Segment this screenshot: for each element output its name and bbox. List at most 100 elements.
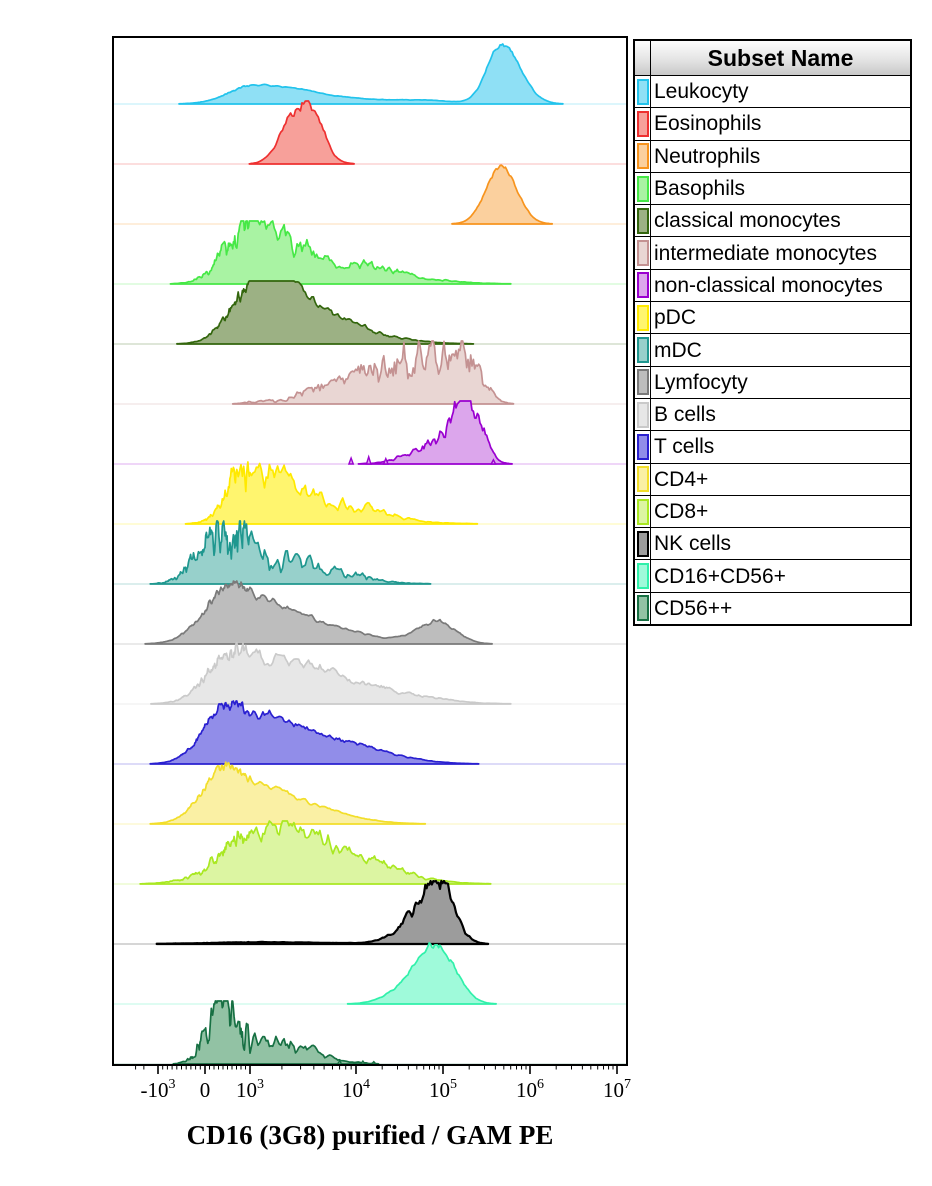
- legend-swatch-cell: [635, 205, 651, 237]
- legend-swatch-cell: [635, 108, 651, 140]
- legend-subset-label: Basophils: [654, 177, 746, 201]
- histogram-curve-mdc: [149, 520, 432, 585]
- x-axis-tick-label: -103: [141, 1077, 176, 1102]
- histogram-curve-classical-monocytes: [176, 280, 475, 345]
- legend-subset-label: Lymfocyty: [654, 370, 748, 394]
- histogram-spike: [382, 456, 390, 465]
- histogram-curve-nk-cells: [155, 879, 490, 946]
- legend-swatch-cell: [635, 398, 651, 431]
- legend-row-basophils[interactable]: Basophils: [635, 171, 910, 205]
- histogram-curve-t-cells: [149, 700, 480, 765]
- legend-row-leukocyty[interactable]: Leukocyty: [635, 76, 910, 108]
- legend-row-cd8-[interactable]: CD8+: [635, 494, 910, 528]
- legend-row-t-cells[interactable]: T cells: [635, 430, 910, 463]
- legend-row-intermediate-monocytes[interactable]: intermediate monocytes: [635, 236, 910, 269]
- histogram-curve-eosinophils: [248, 100, 355, 165]
- legend-subset-label: non-classical monocytes: [654, 273, 883, 297]
- legend-swatch-cell: [635, 334, 651, 366]
- legend-subset-label: CD8+: [654, 500, 709, 523]
- histogram-curve-cd8-: [139, 820, 492, 885]
- legend-subset-label: Neutrophils: [654, 144, 761, 168]
- legend-subset-label: pDC: [654, 306, 697, 330]
- legend-color-swatch: [636, 110, 649, 137]
- histogram-spike: [365, 454, 372, 465]
- legend-swatch-cell: [635, 237, 651, 269]
- legend-swatch-cell: [635, 528, 651, 560]
- legend-color-swatch: [636, 401, 649, 428]
- legend-row-lymfocyty[interactable]: Lymfocyty: [635, 365, 910, 398]
- legend-row-non-classical-monocytes[interactable]: non-classical monocytes: [635, 268, 910, 302]
- subset-legend: Subset Name Leukocyty Eosinophils Neutroph…: [633, 39, 912, 627]
- histogram-curve-cd4-: [149, 761, 427, 825]
- histogram-spike: [359, 1059, 367, 1065]
- x-axis-tick-label: 106: [516, 1077, 544, 1102]
- x-axis-tick-label: 105: [429, 1077, 457, 1102]
- legend-color-swatch: [636, 433, 649, 460]
- histogram-curve-cd56-: [172, 1000, 380, 1065]
- histogram-curve-basophils: [169, 220, 512, 285]
- legend-swatch-cell: [635, 366, 651, 398]
- legend-color-swatch: [636, 272, 649, 299]
- legend-subset-label: CD16+CD56+: [654, 564, 786, 588]
- x-axis-tick-label: 103: [236, 1077, 264, 1102]
- legend-color-swatch: [636, 207, 649, 234]
- legend-swatch-cell: [635, 269, 651, 302]
- legend-swatch-column-header: [635, 41, 651, 75]
- x-axis-tick-label: 104: [342, 1077, 370, 1102]
- legend-color-swatch: [636, 240, 649, 267]
- legend-swatch-cell: [635, 302, 651, 334]
- legend-subset-label: B cells: [654, 403, 716, 427]
- legend-swatch-cell: [635, 172, 651, 205]
- legend-row-pdc[interactable]: pDC: [635, 301, 910, 334]
- legend-header: Subset Name: [635, 41, 910, 76]
- plot-border: [112, 36, 628, 1066]
- legend-row-eosinophils[interactable]: Eosinophils: [635, 107, 910, 140]
- legend-row-cd16-cd56-[interactable]: CD16+CD56+: [635, 559, 910, 592]
- legend-row-cd56-[interactable]: CD56++: [635, 591, 910, 625]
- legend-color-swatch: [636, 369, 649, 396]
- legend-subset-label: T cells: [654, 435, 715, 459]
- histogram-curve-intermediate-monocytes: [231, 340, 515, 405]
- histogram-spike: [370, 1060, 378, 1065]
- legend-color-swatch: [636, 563, 649, 590]
- histogram-curve-pdc: [184, 461, 479, 525]
- histogram-curve-neutrophils: [451, 164, 554, 225]
- legend-rows: Leukocyty Eosinophils Neutrophils Basophils…: [635, 76, 910, 625]
- histogram-curve-non-classical-monocytes: [357, 400, 513, 465]
- legend-row-classical-monocytes[interactable]: classical monocytes: [635, 204, 910, 237]
- legend-subset-label: NK cells: [654, 532, 732, 556]
- legend-swatch-cell: [635, 140, 651, 172]
- legend-subset-label: intermediate monocytes: [654, 241, 877, 265]
- x-axis-title: CD16 (3G8) purified / GAM PE: [186, 1120, 554, 1150]
- histogram-curve-cd16-cd56-: [346, 941, 497, 1005]
- legend-subset-label: CD4+: [654, 467, 709, 491]
- legend-swatch-cell: [635, 431, 651, 463]
- legend-row-b-cells[interactable]: B cells: [635, 397, 910, 431]
- histogram-spike: [490, 458, 497, 465]
- histogram-spike: [347, 455, 355, 465]
- legend-swatch-cell: [635, 592, 651, 625]
- histogram-curve-b-cells: [150, 641, 512, 705]
- legend-swatch-cell: [635, 495, 651, 528]
- legend-color-swatch: [636, 175, 649, 202]
- legend-swatch-cell: [635, 76, 651, 108]
- legend-color-swatch: [636, 304, 649, 331]
- legend-subset-label: mDC: [654, 338, 702, 362]
- legend-color-swatch: [636, 143, 649, 170]
- legend-row-mdc[interactable]: mDC: [635, 333, 910, 366]
- legend-color-swatch: [636, 337, 649, 364]
- legend-color-swatch: [636, 78, 649, 105]
- legend-subset-label: CD56++: [654, 596, 733, 620]
- legend-color-swatch: [636, 530, 649, 557]
- legend-row-neutrophils[interactable]: Neutrophils: [635, 139, 910, 172]
- legend-subset-label: Eosinophils: [654, 112, 762, 136]
- legend-subset-label: classical monocytes: [654, 209, 841, 233]
- x-axis-tick-label: 107: [603, 1077, 631, 1102]
- legend-swatch-cell: [635, 560, 651, 592]
- legend-color-swatch: [636, 595, 649, 622]
- legend-row-cd4-[interactable]: CD4+: [635, 462, 910, 495]
- legend-subset-label: Leukocyty: [654, 80, 749, 104]
- legend-row-nk-cells[interactable]: NK cells: [635, 527, 910, 560]
